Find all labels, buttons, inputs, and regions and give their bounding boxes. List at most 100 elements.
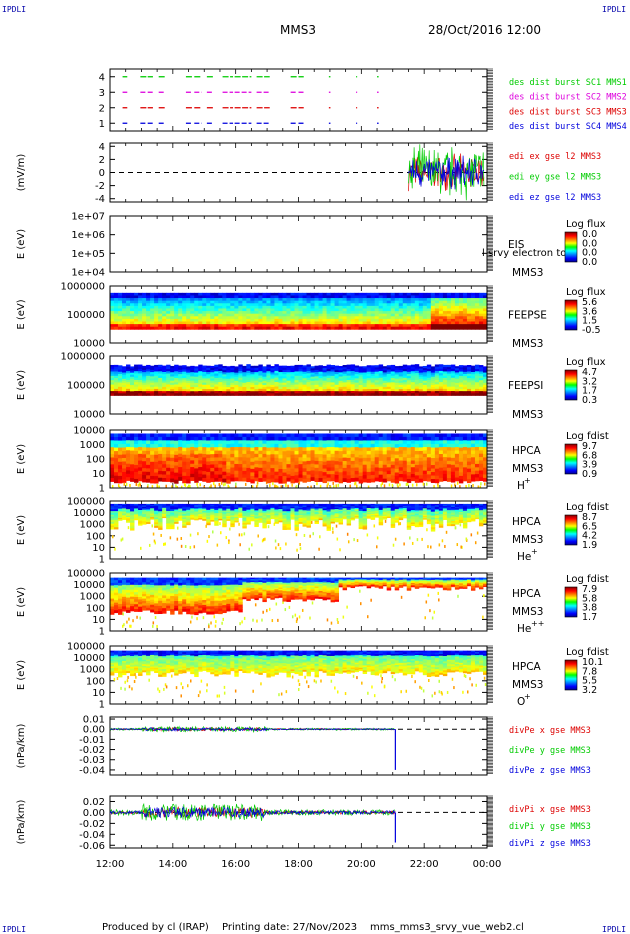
feepsi-cell bbox=[126, 391, 131, 394]
feepsi-cell bbox=[298, 393, 303, 396]
hpca_h-cell bbox=[370, 478, 376, 483]
feepse-cell bbox=[338, 295, 344, 299]
feepsi-cell bbox=[402, 364, 408, 368]
feepsi-cell bbox=[130, 366, 135, 369]
hpca_h-cell bbox=[434, 444, 440, 448]
feepsi-cell bbox=[202, 365, 207, 369]
feepse-cell bbox=[414, 321, 420, 325]
feepse-cell bbox=[122, 316, 127, 320]
hpca_h-cell bbox=[462, 440, 468, 445]
feepse-cell bbox=[398, 324, 404, 328]
feepsi-cell bbox=[334, 372, 340, 375]
edi-ytick-label: 0 bbox=[99, 168, 105, 179]
hpca_h-speck bbox=[356, 484, 358, 488]
hpca_h-cell bbox=[474, 447, 480, 451]
feepsi-cell bbox=[454, 387, 460, 390]
hpca_h-cell bbox=[350, 467, 356, 472]
hpca_h-cell bbox=[470, 474, 476, 479]
hpca_h-cell bbox=[218, 474, 223, 479]
hpca_h-cell bbox=[226, 444, 231, 449]
feepse-cell bbox=[182, 318, 187, 322]
feepse-cell bbox=[398, 318, 404, 322]
feepse-cell bbox=[286, 326, 291, 330]
hpca_h-cell bbox=[438, 440, 444, 445]
feepse-cell bbox=[306, 324, 311, 328]
hpca_h-instrument: HPCA bbox=[512, 445, 542, 457]
hpca_h-cell bbox=[318, 474, 323, 479]
feepse-cell bbox=[366, 295, 372, 299]
feepsi-cell bbox=[274, 386, 279, 390]
hpca_h-cell bbox=[354, 440, 360, 445]
feepsi-instrument: FEEPSI bbox=[508, 380, 543, 392]
hpca_h-colorbar-tick: 0.9 bbox=[582, 469, 597, 480]
hpca_h-cell bbox=[242, 477, 247, 482]
feepse-cell bbox=[466, 292, 472, 296]
feepsi-cell bbox=[402, 373, 408, 377]
feepse-cell bbox=[390, 308, 396, 312]
feepsi-cell bbox=[338, 382, 344, 386]
feepse-cell bbox=[430, 298, 436, 302]
feepsi-cell bbox=[206, 367, 211, 371]
feepsi-cell bbox=[390, 388, 396, 392]
feepsi-cell bbox=[114, 364, 119, 368]
hpca_he1-cell bbox=[118, 510, 123, 513]
feepse-cell bbox=[238, 318, 243, 322]
feepse-cell bbox=[206, 313, 211, 317]
feepsi-cell bbox=[410, 377, 416, 381]
hpca_h-cell bbox=[438, 447, 444, 451]
hpca_h-cell bbox=[330, 450, 335, 455]
feepsi-cell bbox=[458, 369, 464, 373]
feepsi-cell bbox=[278, 365, 283, 369]
hpca_h-cell bbox=[394, 479, 400, 484]
hpca_h-cell bbox=[358, 447, 364, 452]
feepse-cell bbox=[238, 313, 243, 317]
feepse-cell bbox=[146, 324, 151, 328]
feepse-cell bbox=[454, 316, 460, 320]
feepse-cell bbox=[122, 305, 127, 309]
hpca_h-cell bbox=[466, 475, 472, 480]
feepsi-cell bbox=[166, 373, 171, 377]
feepsi-cell bbox=[422, 376, 428, 379]
feepsi-cell bbox=[158, 382, 163, 385]
feepsi-cell bbox=[426, 382, 432, 385]
feepsi-cell bbox=[366, 380, 372, 383]
feepsi-cell bbox=[350, 377, 356, 381]
hpca_h-cell bbox=[170, 478, 175, 483]
feepsi-cell bbox=[142, 384, 147, 388]
feepse-cell bbox=[394, 305, 400, 309]
hpca_h-cell bbox=[142, 471, 147, 476]
feepse-cell bbox=[286, 305, 291, 309]
feepse-cell bbox=[398, 303, 404, 307]
hpca_h-cell bbox=[370, 447, 376, 452]
feepse-cell bbox=[406, 298, 412, 302]
feepsi-cell bbox=[370, 376, 376, 379]
feepse-cell bbox=[370, 316, 376, 320]
feepsi-cell bbox=[422, 393, 428, 396]
feepse-cell bbox=[166, 303, 171, 307]
hpca_h-cell bbox=[462, 477, 468, 482]
feepsi-cell bbox=[446, 371, 452, 375]
hpca_h-cell bbox=[190, 446, 195, 451]
feepsi-cell bbox=[474, 375, 480, 379]
hpca_h-cell bbox=[198, 450, 203, 455]
hpca_h-cell bbox=[206, 457, 211, 462]
feepse-cell bbox=[478, 326, 484, 330]
feepsi-cell bbox=[414, 390, 420, 394]
hpca_he1-cell bbox=[114, 509, 119, 512]
feepse-cell bbox=[142, 308, 147, 312]
feepsi-cell bbox=[350, 384, 356, 387]
hpca_h-cell bbox=[334, 454, 340, 459]
feepsi-cell bbox=[170, 365, 175, 369]
feepse-cell bbox=[130, 298, 135, 302]
feepse-cell bbox=[478, 318, 484, 322]
hpca_h-cell bbox=[182, 433, 187, 438]
feepse-cell bbox=[158, 305, 163, 309]
hpca_h-cell bbox=[262, 443, 267, 448]
feepsi-cell bbox=[298, 380, 303, 383]
feepsi-cell bbox=[226, 385, 231, 388]
hpca_h-cell bbox=[266, 458, 271, 463]
feepse-cell bbox=[306, 321, 311, 325]
hpca_h-cell bbox=[394, 458, 400, 463]
feepsi-cell bbox=[270, 366, 275, 369]
feepsi-cell bbox=[338, 376, 344, 380]
